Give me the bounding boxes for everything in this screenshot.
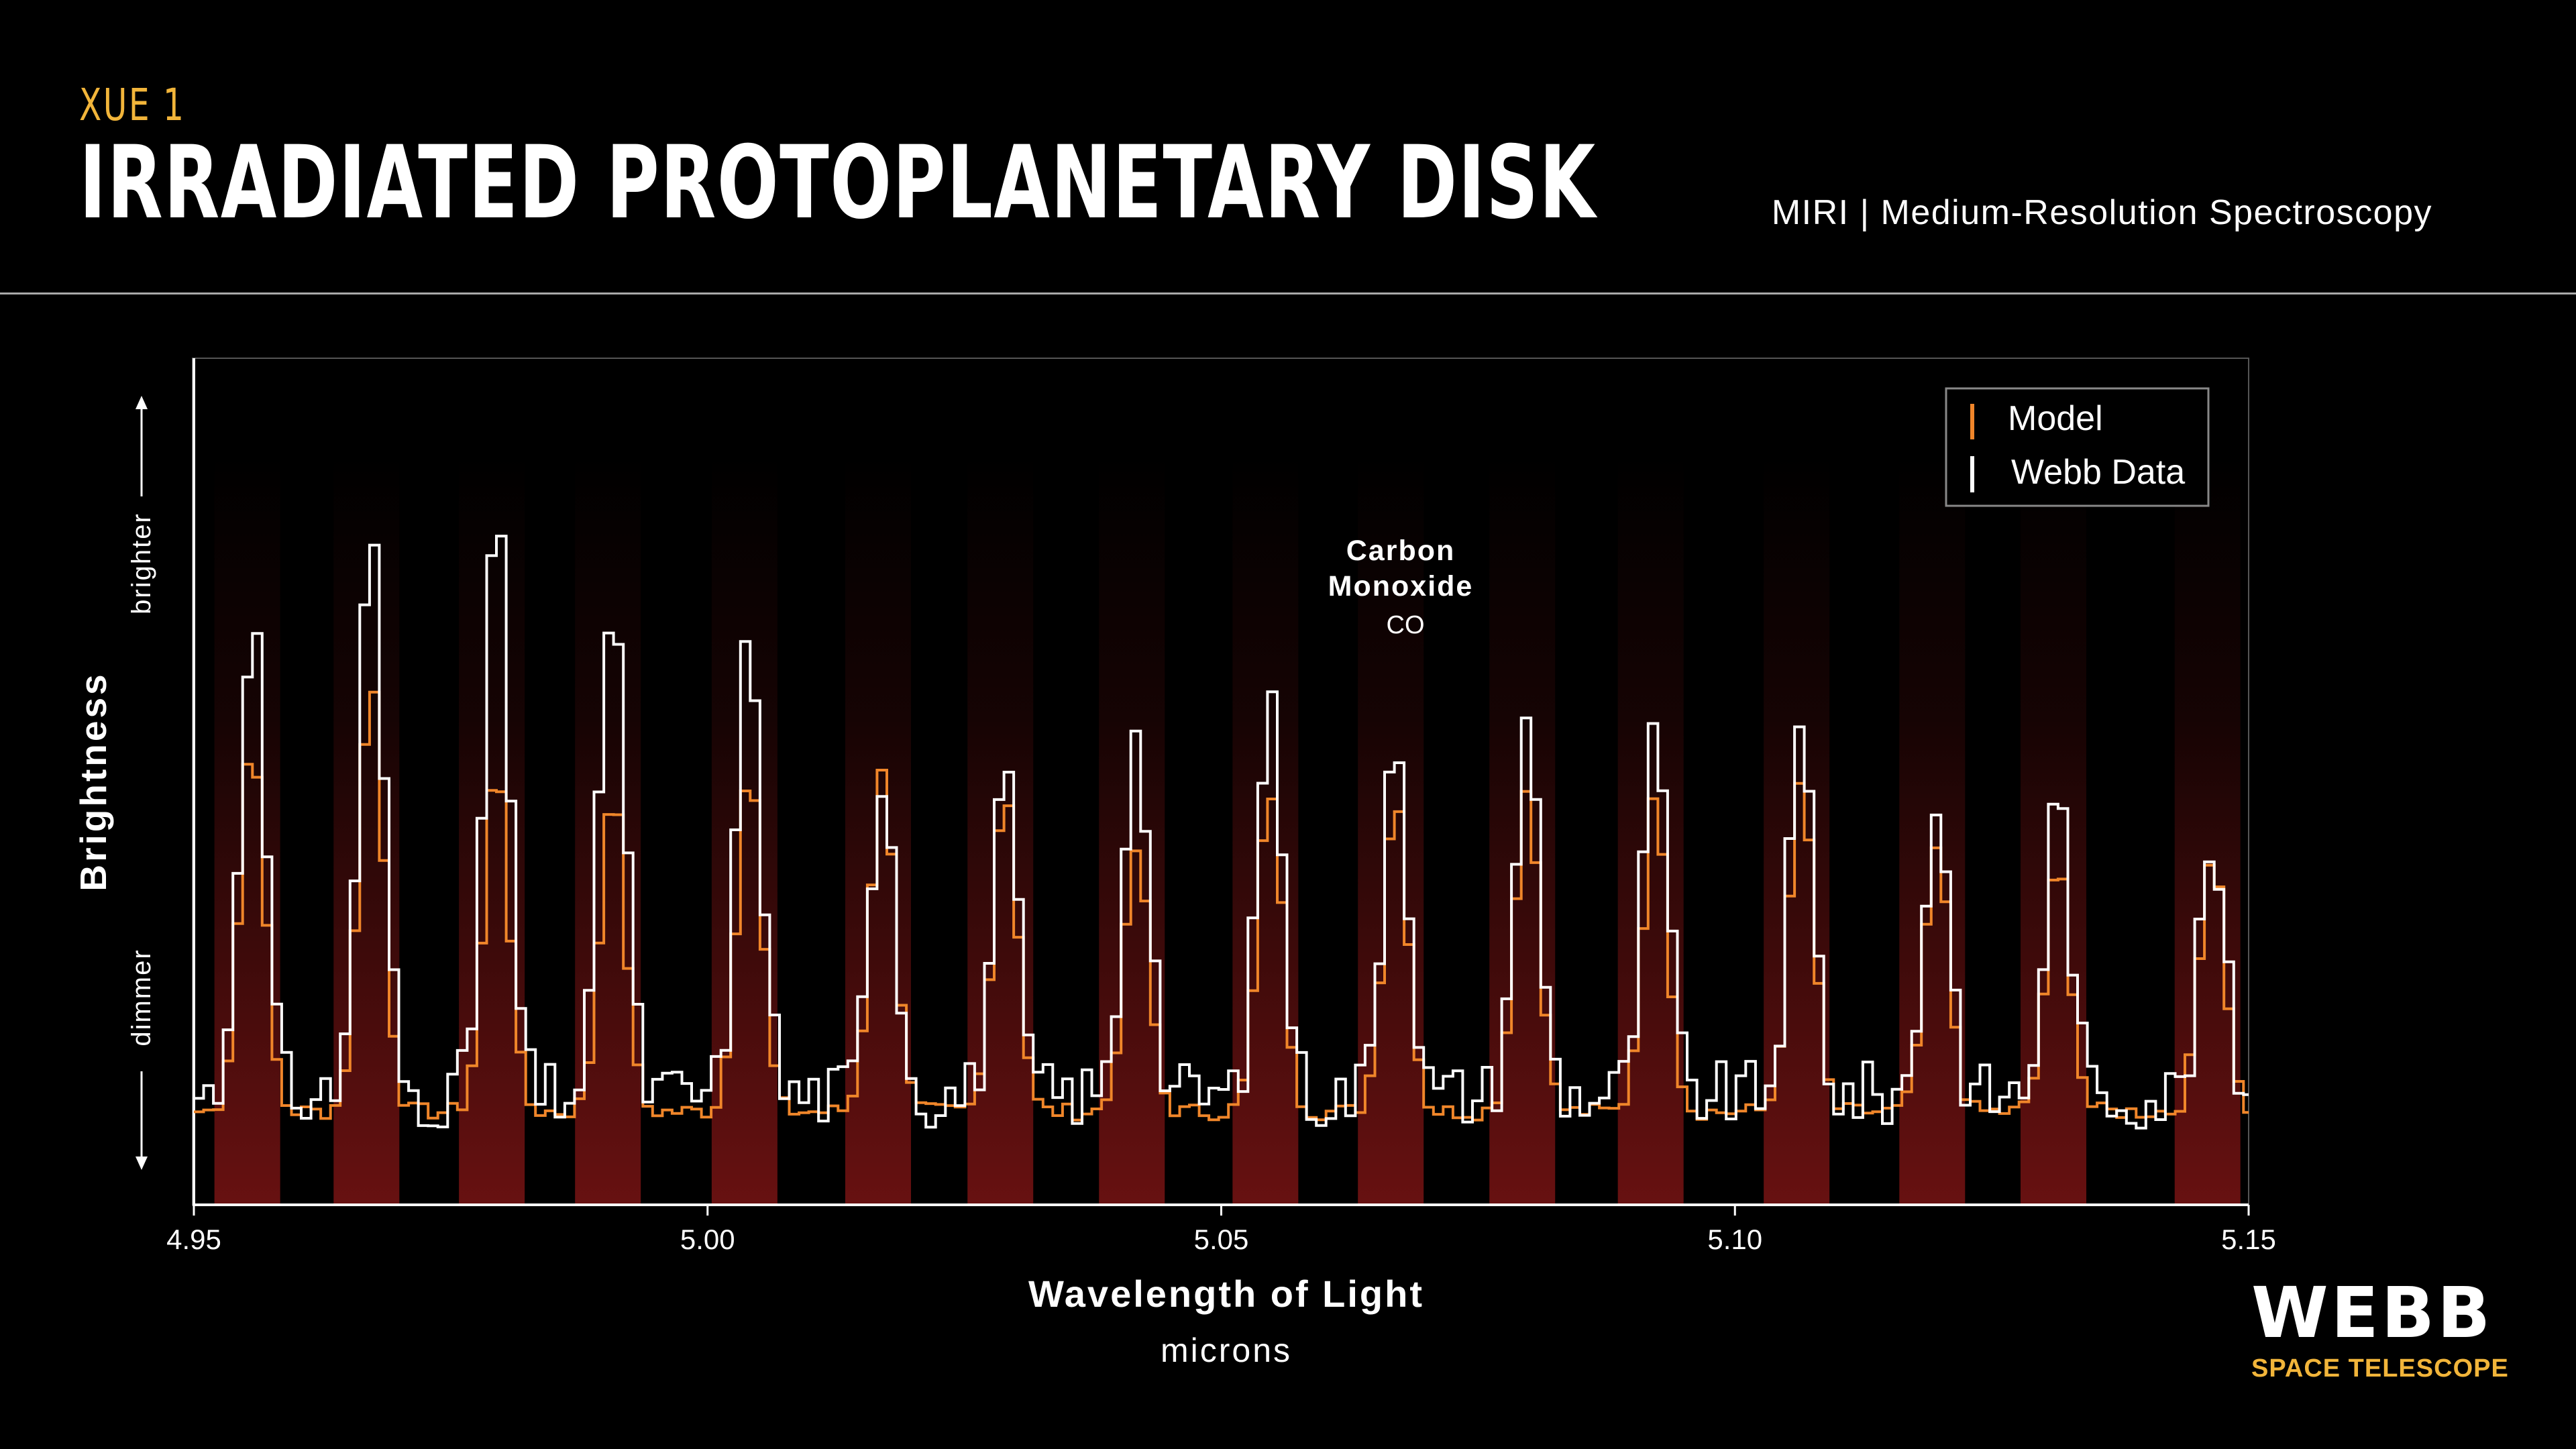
model-series-line bbox=[194, 690, 2249, 1122]
annotation-name-line1: Carbon bbox=[1346, 535, 1456, 567]
y-brighter-label: brighter bbox=[127, 513, 156, 614]
annotation: Carbon Monoxide CO bbox=[1328, 535, 1474, 639]
annotation-formula: CO bbox=[1387, 611, 1425, 639]
y-dimmer-label: dimmer bbox=[127, 949, 156, 1046]
instrument-label: MIRI | Medium-Resolution Spectroscopy bbox=[1771, 193, 2432, 232]
x-tick-label: 5.00 bbox=[680, 1224, 735, 1255]
x-tick-label: 5.10 bbox=[1707, 1224, 1762, 1255]
emission-band bbox=[214, 456, 280, 1205]
brighter-arrow-head bbox=[136, 396, 148, 409]
legend: Model Webb Data bbox=[1945, 387, 2210, 507]
dimmer-arrow-head bbox=[136, 1157, 148, 1170]
header-divider bbox=[0, 292, 2576, 294]
x-axis-unit: microns bbox=[1161, 1332, 1292, 1369]
x-ticks: 4.95 5.00 5.05 5.10 5.15 bbox=[166, 1205, 2276, 1255]
emission-band bbox=[2021, 456, 2087, 1205]
legend-model-label: Model bbox=[2008, 399, 2103, 438]
chart-title: IRRADIATED PROTOPLANETARY DISK bbox=[79, 125, 1597, 241]
x-axis-title: Wavelength of Light bbox=[1028, 1273, 1424, 1315]
webb-logo-word: WEBB bbox=[2251, 1272, 2493, 1354]
x-tick-label: 5.05 bbox=[1194, 1224, 1249, 1255]
webb-logo: WEBB SPACE TELESCOPE bbox=[2251, 1278, 2516, 1383]
webb-data-series-line bbox=[194, 535, 2249, 1130]
x-tick-label: 4.95 bbox=[166, 1224, 221, 1255]
emission-band bbox=[1764, 456, 1830, 1205]
legend-data-label: Webb Data bbox=[2011, 453, 2185, 492]
y-axis-title: Brightness bbox=[72, 672, 114, 891]
legend-box bbox=[1945, 387, 2210, 507]
chart-subtitle: XUE 1 bbox=[79, 79, 186, 131]
emission-band bbox=[575, 456, 641, 1205]
emission-band bbox=[1358, 456, 1424, 1205]
y-axis-labels: Brightness brighter dimmer bbox=[72, 396, 156, 1170]
x-tick-label: 5.15 bbox=[2221, 1224, 2276, 1255]
webb-logo-sub: SPACE TELESCOPE bbox=[2251, 1354, 2509, 1383]
emission-bands bbox=[214, 456, 2241, 1205]
emission-band bbox=[459, 456, 525, 1205]
annotation-name-line2: Monoxide bbox=[1328, 570, 1474, 602]
emission-band bbox=[711, 456, 777, 1205]
